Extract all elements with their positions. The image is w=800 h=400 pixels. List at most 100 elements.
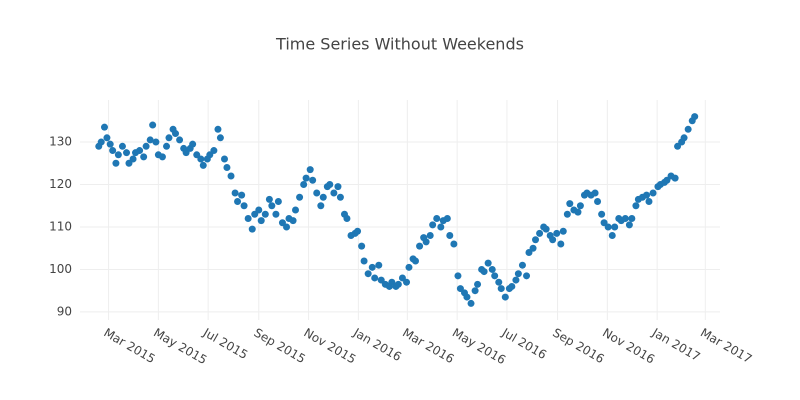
data-point [268, 202, 276, 210]
data-point [628, 214, 636, 222]
data-point [255, 206, 263, 214]
data-point [474, 280, 482, 288]
x-tick-label: Nov 2016 [600, 326, 657, 367]
data-point [272, 210, 280, 218]
data-point [330, 189, 338, 197]
y-tick-label: 100 [49, 262, 72, 276]
data-point [557, 240, 565, 248]
data-point [463, 293, 471, 301]
data-point [671, 174, 679, 182]
data-point [300, 181, 308, 189]
data-point [649, 189, 657, 197]
data-point [429, 221, 437, 229]
data-point [680, 134, 688, 142]
data-point [142, 142, 150, 150]
data-point [248, 225, 256, 233]
data-point [360, 257, 368, 265]
data-point [416, 242, 424, 250]
data-point [172, 130, 180, 138]
data-point [437, 223, 445, 231]
data-point [371, 274, 379, 282]
data-point [306, 166, 314, 174]
x-tick-label: Mar 2015 [101, 326, 157, 367]
data-point [358, 242, 366, 250]
data-point [319, 193, 327, 201]
data-point [257, 217, 265, 225]
y-tick-label: 120 [49, 177, 72, 191]
data-point [334, 183, 342, 191]
data-point [109, 147, 117, 155]
data-point [501, 293, 509, 301]
data-point [536, 229, 544, 237]
x-tick-label: Sep 2015 [252, 326, 308, 367]
data-point [326, 181, 334, 189]
data-point [210, 147, 218, 155]
data-point [189, 140, 197, 148]
data-point [223, 164, 231, 172]
data-point [317, 202, 325, 210]
data-point [140, 153, 148, 161]
data-point [643, 191, 651, 199]
data-point [604, 223, 612, 231]
data-point [114, 151, 122, 159]
data-point [216, 134, 224, 142]
x-tick-label: Mar 2017 [698, 326, 754, 367]
data-point [199, 161, 207, 169]
data-point [118, 142, 126, 150]
data-point [244, 214, 252, 222]
data-point [403, 278, 411, 286]
data-point [368, 263, 376, 271]
data-point [591, 189, 599, 197]
data-point [163, 142, 171, 150]
data-point [146, 136, 154, 144]
data-point [514, 270, 522, 278]
data-point [611, 223, 619, 231]
data-point [450, 240, 458, 248]
data-point [103, 134, 111, 142]
data-point [405, 263, 413, 271]
data-point [283, 223, 291, 231]
data-point [296, 193, 304, 201]
x-tick-label: Sep 2016 [550, 326, 606, 367]
data-point [559, 227, 567, 235]
data-point [684, 125, 692, 133]
data-point [197, 155, 205, 163]
data-point [129, 155, 137, 163]
data-point [422, 238, 430, 246]
data-point [574, 208, 582, 216]
data-point [220, 155, 228, 163]
data-point [443, 214, 451, 222]
data-point [491, 272, 499, 280]
data-point [621, 214, 629, 222]
data-point [480, 268, 488, 276]
data-point [261, 210, 269, 218]
data-point [354, 227, 362, 235]
data-point [238, 191, 246, 199]
data-point [563, 210, 571, 218]
data-point [532, 236, 540, 244]
y-tick-label: 110 [49, 219, 72, 233]
data-point [302, 174, 310, 182]
data-point [100, 123, 108, 131]
data-point [227, 172, 235, 180]
data-point [231, 189, 239, 197]
y-tick-label: 130 [49, 135, 72, 149]
data-point [412, 257, 420, 265]
data-point [594, 198, 602, 206]
data-point [553, 229, 561, 237]
data-point [625, 221, 633, 229]
data-point [313, 189, 321, 197]
x-tick-label: Nov 2015 [301, 326, 358, 367]
data-point [136, 147, 144, 155]
y-tick-label: 90 [57, 304, 72, 318]
data-point [497, 285, 505, 293]
data-point [495, 278, 503, 286]
data-point [691, 113, 699, 121]
data-point [292, 206, 300, 214]
data-point [158, 153, 166, 161]
data-point [265, 195, 273, 203]
data-point [426, 231, 434, 239]
data-point [214, 125, 222, 133]
data-point [523, 272, 531, 280]
